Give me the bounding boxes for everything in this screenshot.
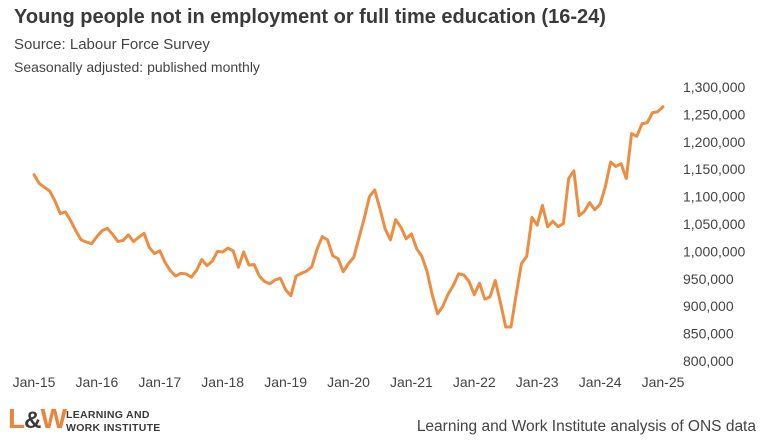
- y-tick-label: 800,000: [683, 353, 734, 369]
- y-tick-label: 1,300,000: [683, 79, 745, 95]
- chart-title: Young people not in employment or full t…: [14, 6, 606, 28]
- logo-line-1: LEARNING AND: [66, 409, 150, 421]
- x-tick-label: Jan-24: [579, 374, 622, 390]
- y-tick-label: 1,000,000: [683, 243, 745, 259]
- x-tick-label: Jan-16: [75, 374, 118, 390]
- x-tick-label: Jan-17: [138, 374, 181, 390]
- line-chart: 800,000 850,000 900,000 950,000 1,000,000 1,0…: [13, 79, 746, 390]
- y-tick-label: 950,000: [683, 271, 734, 287]
- data-credit: Learning and Work Institute analysis of …: [416, 418, 756, 435]
- y-tick-label: 1,250,000: [683, 106, 745, 122]
- x-tick-label: Jan-20: [327, 374, 370, 390]
- logo-mark-amp: &: [24, 407, 41, 434]
- x-tick-label: Jan-25: [642, 374, 685, 390]
- chart-subtitle: Seasonally adjusted: published monthly: [14, 59, 260, 75]
- x-tick-label: Jan-19: [264, 374, 307, 390]
- learning-and-work-logo: L&W LEARNING AND WORK INSTITUTE: [8, 403, 198, 439]
- y-tick-label: 850,000: [683, 326, 734, 342]
- logo-mark: L&W: [8, 403, 67, 435]
- x-tick-label: Jan-21: [390, 374, 433, 390]
- x-tick-label: Jan-23: [516, 374, 559, 390]
- chart-source: Source: Labour Force Survey: [14, 36, 210, 53]
- y-tick-label: 1,200,000: [683, 134, 745, 150]
- x-tick-label: Jan-18: [201, 374, 244, 390]
- series-line: [32, 105, 665, 329]
- x-tick-label: Jan-15: [13, 374, 56, 390]
- x-tick-label: Jan-22: [453, 374, 496, 390]
- logo-mark-l: L: [8, 403, 25, 434]
- logo-mark-w: W: [40, 403, 66, 434]
- y-tick-label: 900,000: [683, 298, 734, 314]
- y-tick-label: 1,100,000: [683, 189, 745, 205]
- y-tick-label: 1,050,000: [683, 216, 745, 232]
- y-tick-label: 1,150,000: [683, 161, 745, 177]
- logo-line-2: WORK INSTITUTE: [66, 422, 161, 434]
